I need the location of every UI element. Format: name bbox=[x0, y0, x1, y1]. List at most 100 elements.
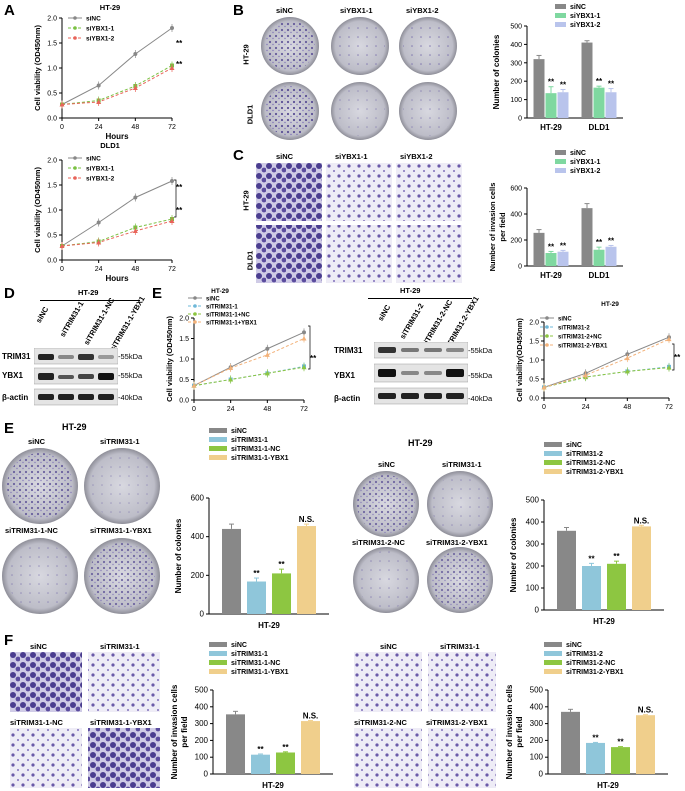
data-point bbox=[666, 365, 672, 370]
plate bbox=[331, 17, 389, 75]
bar bbox=[605, 246, 617, 266]
data-point bbox=[666, 336, 672, 342]
y-tick-label: 0.0 bbox=[47, 116, 57, 123]
significance-label: N.S. bbox=[299, 515, 315, 524]
y-tick-label: 300 bbox=[526, 540, 540, 549]
data-point bbox=[624, 355, 630, 361]
y-tick-label: 200 bbox=[195, 736, 209, 745]
y-tick-label: 100 bbox=[530, 753, 544, 762]
legend-label: siNC bbox=[566, 442, 582, 449]
e2-plate-label: siTRIM31-2-NC bbox=[352, 538, 405, 547]
legend-label: siNC bbox=[570, 4, 586, 11]
data-point bbox=[169, 65, 175, 70]
bar bbox=[581, 42, 593, 119]
panel-label-e-line: E bbox=[152, 285, 163, 302]
y-axis-label: Cell viability (OD450nm) bbox=[165, 316, 174, 402]
significance-bracket bbox=[174, 179, 177, 218]
data-point bbox=[228, 377, 234, 382]
x-tick-label: 24 bbox=[95, 266, 103, 273]
legend-marker bbox=[193, 304, 197, 308]
bar bbox=[582, 566, 601, 610]
category-label: HT-29 bbox=[597, 781, 619, 790]
y-tick-label: 200 bbox=[510, 238, 522, 245]
series-line bbox=[61, 67, 173, 105]
y-axis-label: Number of invasion cells bbox=[170, 684, 179, 779]
field bbox=[326, 225, 392, 283]
e1-plate-label: siTRIM31-1 bbox=[100, 437, 140, 446]
significance-label: ** bbox=[278, 560, 285, 569]
x-tick-label: 72 bbox=[300, 406, 308, 413]
d-size: -55kDa bbox=[118, 371, 143, 380]
d2-lane: siNC bbox=[376, 303, 393, 323]
legend-swatch bbox=[209, 669, 227, 674]
legend-label: siTRIM31-1 bbox=[231, 437, 268, 444]
significance-label: ** bbox=[310, 354, 317, 363]
bar bbox=[636, 715, 655, 774]
legend-marker bbox=[73, 156, 77, 160]
bar bbox=[561, 711, 580, 774]
legend-marker bbox=[545, 334, 549, 338]
y-tick-label: 0.5 bbox=[179, 377, 189, 384]
y-axis-label: Number of colonies bbox=[174, 518, 183, 593]
d-lane: siNC bbox=[34, 305, 51, 325]
d-lane: siTRIM31-1-NC bbox=[82, 296, 117, 347]
significance-label: ** bbox=[588, 554, 595, 563]
y-tick-label: 1.5 bbox=[47, 183, 57, 190]
panel-f-images-1: siNC siTRIM31-1 siTRIM31-1-NC siTRIM31-1… bbox=[0, 632, 165, 791]
d-header-line bbox=[40, 300, 140, 301]
legend-label: siYBX1-2 bbox=[570, 168, 600, 175]
significance-label: ** bbox=[176, 183, 183, 192]
chart-title: HT-29 bbox=[100, 3, 120, 12]
series-line bbox=[193, 331, 305, 387]
b-row-label: HT-29 bbox=[241, 44, 251, 65]
plate bbox=[331, 82, 389, 140]
bar bbox=[533, 59, 545, 118]
series-line bbox=[61, 220, 173, 247]
data-point bbox=[169, 218, 175, 223]
legend-label: siTRIM31-2 bbox=[558, 326, 590, 332]
f2-field-label: siTRIM31-2-NC bbox=[354, 718, 407, 727]
bar bbox=[581, 208, 593, 266]
panel-label-e: E bbox=[4, 420, 15, 437]
field bbox=[326, 163, 392, 221]
panel-d-blot: HT-29 siNC siTRIM31-1 siTRIM31-1-NC siTR… bbox=[0, 286, 150, 416]
legend-label: siNC bbox=[231, 428, 247, 435]
field bbox=[396, 225, 462, 283]
legend-swatch bbox=[555, 13, 566, 18]
significance-label: ** bbox=[608, 236, 615, 245]
chart-e-line1: 0.0 0.5 1.0 1.5 2.0 0 24 48 72 Cell viability (OD… bbox=[165, 288, 317, 413]
significance-label: ** bbox=[548, 242, 555, 251]
e1-title: HT-29 bbox=[62, 422, 87, 432]
x-tick-label: 0 bbox=[60, 266, 64, 273]
legend-label: siYBX1-2 bbox=[570, 22, 600, 29]
significance-label: ** bbox=[257, 745, 264, 754]
bar bbox=[222, 528, 241, 614]
legend-label: siTRIM31-1-YBX1 bbox=[231, 669, 289, 676]
x-tick-label: 0 bbox=[192, 406, 196, 413]
y-tick-label: 300 bbox=[195, 719, 209, 728]
c-col-label: siYBX1-1 bbox=[335, 152, 368, 161]
y-tick-label: 1.0 bbox=[179, 357, 189, 364]
bar bbox=[297, 526, 316, 614]
panel-label-f: F bbox=[4, 632, 14, 649]
y-tick-label: 2.0 bbox=[529, 320, 539, 327]
panel-f-images-2: siNC siTRIM31-1 siTRIM31-2-NC siTRIM31-2… bbox=[350, 632, 500, 791]
significance-label: ** bbox=[617, 738, 624, 747]
category-label: DLD1 bbox=[589, 271, 610, 280]
significance-label: N.S. bbox=[638, 706, 654, 715]
y-tick-label: 200 bbox=[510, 79, 522, 86]
chart-e-line2: 0.0 0.5 1.0 1.5 2.0 0 24 48 72 Cell viability(OD4… bbox=[515, 301, 681, 411]
bar bbox=[632, 526, 651, 610]
e2-plate-label: siTRIM31-1 bbox=[442, 460, 482, 469]
significance-label: ** bbox=[592, 733, 599, 742]
f1-field-label: siTRIM31-1-YBX1 bbox=[90, 718, 152, 727]
data-point bbox=[301, 336, 307, 341]
chart-f-bar1: 0 100 200 300 400 500 Number of invasion cells… bbox=[170, 642, 333, 790]
bar bbox=[611, 747, 630, 774]
y-axis-label: Number of colonies bbox=[509, 517, 518, 592]
data-point bbox=[132, 228, 138, 233]
d2-protein: β-actin bbox=[334, 394, 361, 403]
chart-c: 0 200 400 600 Number of invasion cells per fi… bbox=[488, 150, 623, 280]
data-point bbox=[96, 240, 102, 245]
significance-label: ** bbox=[608, 80, 615, 89]
